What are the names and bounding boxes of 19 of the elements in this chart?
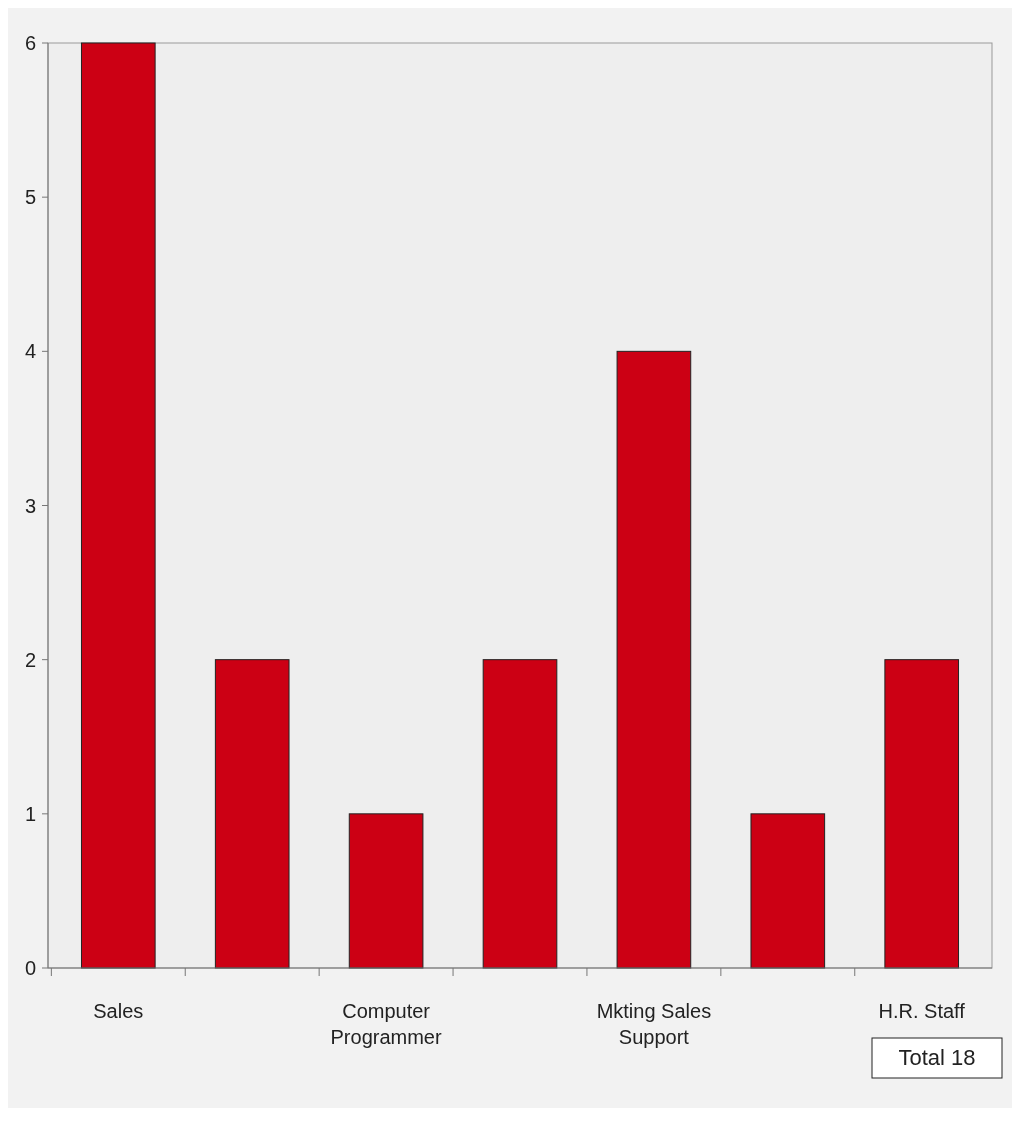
bar (616, 350, 692, 969)
y-tick-label: 3 (24, 494, 36, 517)
bar (348, 813, 424, 969)
bar (884, 659, 960, 969)
y-tick-label: 4 (24, 340, 36, 363)
y-tick-label: 2 (24, 648, 36, 671)
y-tick-label: 5 (24, 186, 36, 209)
y-tick-label: 6 (24, 32, 36, 54)
bar (750, 813, 826, 969)
y-tick-label: 1 (24, 802, 36, 825)
bar (482, 659, 558, 969)
x-tick-label: Mkting Sales Support (596, 1000, 712, 1048)
x-tick-label: Computer Programmer (330, 1000, 442, 1048)
bar (80, 42, 156, 969)
y-tick-label: 0 (24, 957, 36, 979)
x-tick-label: Sales (93, 1000, 144, 1022)
bar (214, 659, 290, 969)
text: Total 18 (898, 1045, 976, 1070)
x-tick-label: H.R. Staff (878, 1000, 966, 1022)
